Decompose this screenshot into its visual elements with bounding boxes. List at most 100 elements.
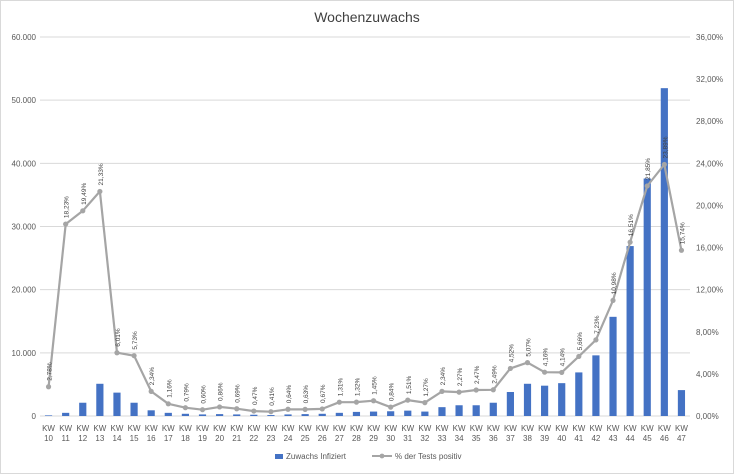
bar — [558, 383, 566, 416]
positivity-point — [542, 369, 548, 375]
bar — [609, 316, 617, 416]
x-tick-label-number: 32 — [420, 434, 429, 443]
positivity-data-label: 2,78% — [47, 362, 54, 381]
x-tick-label-prefix: KW — [162, 424, 175, 433]
bar — [216, 414, 224, 416]
bar — [301, 414, 309, 416]
positivity-data-label: 7,23% — [594, 315, 601, 334]
positivity-point — [507, 365, 513, 372]
x-tick-label-number: 10 — [44, 434, 53, 443]
legend-line-marker — [379, 453, 385, 459]
bar — [233, 414, 241, 416]
x-tick-label-number: 21 — [232, 434, 241, 443]
y-right-tick-label: 16,00% — [696, 244, 723, 253]
y-right-tick-label: 36,00% — [696, 33, 723, 42]
x-tick-label-number: 47 — [677, 434, 686, 443]
x-tick-label-prefix: KW — [145, 424, 158, 433]
bar — [318, 413, 326, 416]
legend-line-label: % der Tests positiv — [395, 452, 462, 461]
positivity-data-label: 0,47% — [252, 386, 259, 405]
positivity-point — [285, 406, 291, 412]
x-tick-label-number: 15 — [130, 434, 139, 443]
positivity-data-label: 6,01% — [115, 328, 122, 347]
bar — [523, 383, 532, 416]
positivity-data-label: 21,33% — [98, 163, 105, 185]
positivity-data-label: 5,73% — [132, 331, 139, 350]
positivity-point — [148, 388, 154, 394]
bar — [44, 415, 53, 416]
x-tick-label-prefix: KW — [436, 424, 449, 433]
x-tick-label-prefix: KW — [504, 424, 517, 433]
x-tick-label-number: 41 — [574, 434, 583, 443]
positivity-data-label: 19,49% — [81, 183, 88, 205]
positivity-data-label: 2,49% — [491, 365, 498, 384]
positivity-point — [559, 369, 565, 376]
positivity-data-label: 0,67% — [320, 384, 327, 403]
x-tick-label-prefix: KW — [196, 424, 209, 433]
positivity-data-label: 1,31% — [337, 378, 344, 397]
positivity-point — [524, 360, 531, 366]
positivity-data-label: 0,69% — [235, 384, 242, 403]
positivity-data-label: 2,27% — [457, 367, 464, 386]
positivity-data-label: 0,64% — [286, 385, 293, 404]
y-right-tick-label: 12,00% — [696, 286, 723, 295]
x-tick-label-prefix: KW — [418, 424, 431, 433]
positivity-point — [45, 384, 52, 390]
x-tick-label-prefix: KW — [367, 424, 380, 433]
y-left-tick-label: 30.000 — [12, 223, 37, 232]
positivity-point — [473, 387, 479, 393]
positivity-data-label: 4,52% — [508, 344, 515, 363]
positivity-point — [388, 404, 394, 410]
y-left-tick-label: 20.000 — [12, 286, 37, 295]
x-tick-label-number: 18 — [181, 434, 190, 443]
bar — [387, 411, 395, 416]
x-tick-label-number: 12 — [78, 434, 87, 443]
positivity-point — [217, 404, 223, 410]
x-tick-label-number: 42 — [591, 434, 600, 443]
bar — [592, 355, 600, 416]
x-tick-label-prefix: KW — [607, 424, 620, 433]
positivity-point — [268, 409, 274, 415]
positivity-data-label: 1,32% — [354, 377, 361, 396]
bar — [130, 402, 138, 416]
positivity-point — [302, 406, 308, 412]
x-tick-label-prefix: KW — [538, 424, 551, 433]
x-tick-label-prefix: KW — [299, 424, 312, 433]
x-tick-label-number: 22 — [249, 434, 258, 443]
y-right-tick-label: 0,00% — [696, 412, 719, 421]
bar — [489, 402, 497, 416]
positivity-data-label: 10,98% — [611, 272, 618, 294]
bar — [643, 178, 651, 416]
x-tick-label-number: 33 — [438, 434, 447, 443]
y-right-tick-label: 8,00% — [696, 328, 719, 337]
positivity-point — [490, 387, 496, 393]
y-right-tick-label: 28,00% — [696, 117, 723, 126]
x-tick-label-prefix: KW — [555, 424, 568, 433]
positivity-data-label: 0,79% — [183, 383, 190, 402]
x-tick-label-number: 17 — [164, 434, 173, 443]
x-tick-label-number: 13 — [95, 434, 104, 443]
x-tick-label-number: 43 — [609, 434, 618, 443]
positivity-point — [319, 406, 325, 412]
positivity-point — [251, 408, 257, 414]
positivity-point — [593, 337, 599, 343]
x-tick-label-prefix: KW — [589, 424, 602, 433]
bar — [267, 415, 275, 416]
positivity-data-label: 4,14% — [560, 348, 567, 367]
x-tick-label-number: 34 — [455, 434, 464, 443]
positivity-data-label: 16,51% — [628, 214, 635, 236]
x-tick-label-prefix: KW — [76, 424, 89, 433]
x-tick-label-prefix: KW — [179, 424, 192, 433]
chart-title: Wochenzuwachs — [314, 9, 420, 25]
x-tick-label-number: 44 — [626, 434, 635, 443]
x-tick-label-number: 39 — [540, 434, 549, 443]
x-tick-label-number: 36 — [489, 434, 498, 443]
x-tick-label-number: 40 — [557, 434, 566, 443]
x-tick-label-prefix: KW — [42, 424, 55, 433]
positivity-data-label: 0,86% — [218, 382, 225, 401]
x-tick-label-number: 19 — [198, 434, 207, 443]
x-tick-label-prefix: KW — [230, 424, 243, 433]
x-tick-label-number: 29 — [369, 434, 378, 443]
x-tick-label-prefix: KW — [264, 424, 277, 433]
